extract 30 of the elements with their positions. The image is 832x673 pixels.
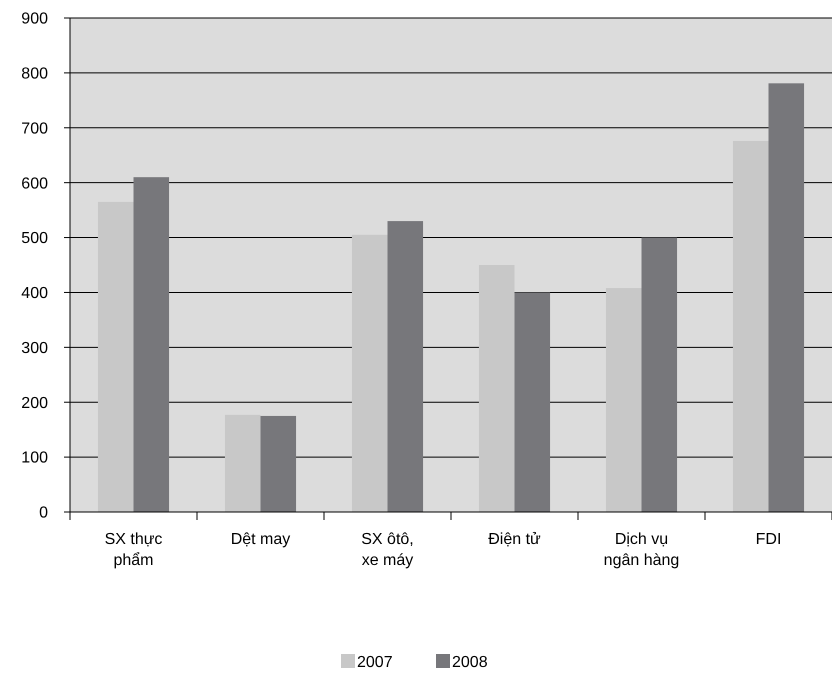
bar [732, 140, 768, 512]
bar [514, 292, 550, 512]
legend-label: 2008 [452, 654, 488, 671]
x-tick-label: FDI [756, 531, 782, 548]
legend-label: 2007 [357, 654, 393, 671]
y-tick-label: 400 [21, 285, 48, 302]
bar [606, 288, 642, 512]
x-tick-label: SX ôtô, xe máy [361, 531, 414, 569]
bar [98, 202, 134, 512]
x-tick-label: Dịch vụ ngân hàng [604, 531, 680, 569]
x-tick-label: Dệt may [230, 531, 290, 548]
bar [260, 416, 296, 512]
bar [134, 177, 170, 512]
y-tick-label: 700 [21, 120, 48, 138]
y-tick-label: 500 [21, 230, 48, 248]
bar [478, 265, 514, 512]
bar [224, 414, 260, 512]
y-tick-label: 200 [21, 394, 48, 412]
x-tick-label: SX thực phẩm [104, 531, 162, 569]
bar [768, 83, 804, 512]
x-tick-label: Điện tử [488, 531, 542, 548]
bar [352, 234, 388, 512]
y-tick-label: 900 [21, 10, 48, 28]
bar [642, 238, 678, 512]
y-tick-label: 0 [39, 504, 48, 522]
y-tick-label: 100 [21, 450, 48, 467]
bar [388, 221, 424, 512]
y-tick-label: 800 [21, 65, 48, 82]
y-tick-label: 300 [21, 340, 48, 357]
y-tick-label: 600 [21, 175, 48, 192]
